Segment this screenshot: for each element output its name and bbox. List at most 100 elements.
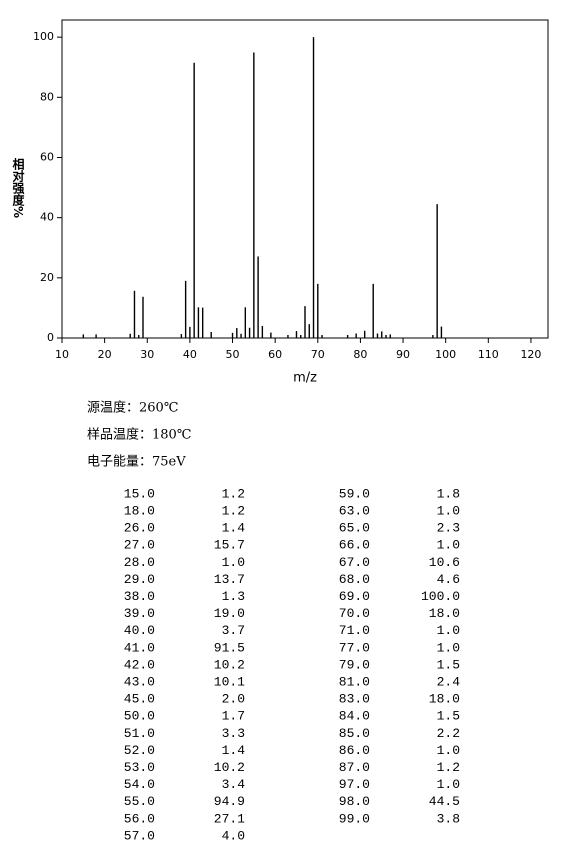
mz-cell: 29.0 bbox=[124, 572, 155, 587]
intensity-cell: 3.8 bbox=[437, 811, 460, 826]
mz-cell: 97.0 bbox=[339, 777, 370, 792]
intensity-cell: 1.0 bbox=[437, 538, 460, 553]
mz-cell: 26.0 bbox=[124, 521, 155, 536]
intensity-cell: 10.2 bbox=[214, 760, 245, 775]
mz-cell: 70.0 bbox=[339, 606, 370, 621]
mz-cell: 81.0 bbox=[339, 675, 370, 690]
mz-cell: 84.0 bbox=[339, 709, 370, 724]
intensity-cell: 4.6 bbox=[437, 572, 460, 587]
intensity-cell: 1.7 bbox=[222, 709, 245, 724]
intensity-cell: 1.0 bbox=[437, 743, 460, 758]
mz-cell: 98.0 bbox=[339, 794, 370, 809]
mz-cell: 99.0 bbox=[339, 811, 370, 826]
mz-cell: 28.0 bbox=[124, 555, 155, 570]
x-axis-label: m/z bbox=[293, 371, 317, 386]
condition: 源温度：260℃ bbox=[87, 400, 178, 416]
intensity-cell: 91.5 bbox=[214, 640, 245, 655]
mz-cell: 57.0 bbox=[124, 828, 155, 843]
x-tick-label: 20 bbox=[98, 348, 112, 361]
x-tick-label: 70 bbox=[311, 348, 325, 361]
mz-cell: 27.0 bbox=[124, 538, 155, 553]
mz-cell: 52.0 bbox=[124, 743, 155, 758]
mz-cell: 51.0 bbox=[124, 726, 155, 741]
x-tick-label: 90 bbox=[396, 348, 410, 361]
intensity-cell: 1.5 bbox=[437, 657, 460, 672]
mz-cell: 45.0 bbox=[124, 692, 155, 707]
mz-cell: 42.0 bbox=[124, 657, 155, 672]
intensity-cell: 10.2 bbox=[214, 657, 245, 672]
mz-cell: 40.0 bbox=[124, 623, 155, 638]
intensity-cell: 1.2 bbox=[222, 486, 245, 501]
x-tick-label: 80 bbox=[353, 348, 367, 361]
mz-cell: 68.0 bbox=[339, 572, 370, 587]
mz-cell: 79.0 bbox=[339, 657, 370, 672]
intensity-cell: 1.0 bbox=[437, 777, 460, 792]
intensity-cell: 1.5 bbox=[437, 709, 460, 724]
x-tick-label: 40 bbox=[183, 348, 197, 361]
intensity-cell: 4.0 bbox=[222, 828, 245, 843]
intensity-cell: 1.2 bbox=[437, 760, 460, 775]
intensity-cell: 18.0 bbox=[429, 606, 460, 621]
intensity-cell: 2.4 bbox=[437, 675, 461, 690]
intensity-cell: 27.1 bbox=[214, 811, 245, 826]
mz-cell: 67.0 bbox=[339, 555, 370, 570]
mz-cell: 18.0 bbox=[124, 504, 155, 519]
y-tick-label: 0 bbox=[47, 331, 54, 344]
intensity-cell: 1.8 bbox=[437, 486, 460, 501]
intensity-cell: 3.3 bbox=[222, 726, 245, 741]
mz-cell: 39.0 bbox=[124, 606, 155, 621]
mz-cell: 41.0 bbox=[124, 640, 155, 655]
intensity-cell: 1.3 bbox=[222, 589, 245, 604]
mz-cell: 59.0 bbox=[339, 486, 370, 501]
x-tick-label: 50 bbox=[226, 348, 240, 361]
mz-cell: 56.0 bbox=[124, 811, 155, 826]
x-tick-label: 120 bbox=[520, 348, 541, 361]
x-tick-label: 30 bbox=[140, 348, 154, 361]
mz-cell: 55.0 bbox=[124, 794, 155, 809]
mz-cell: 86.0 bbox=[339, 743, 370, 758]
y-axis-label: 相对强度% bbox=[11, 157, 25, 218]
mz-cell: 66.0 bbox=[339, 538, 370, 553]
intensity-cell: 1.0 bbox=[222, 555, 245, 570]
intensity-cell: 1.4 bbox=[222, 521, 246, 536]
intensity-cell: 1.0 bbox=[437, 504, 460, 519]
intensity-cell: 2.0 bbox=[222, 692, 245, 707]
x-tick-label: 60 bbox=[268, 348, 282, 361]
mz-cell: 85.0 bbox=[339, 726, 370, 741]
condition: 电子能量：75eV bbox=[87, 455, 186, 470]
mz-cell: 71.0 bbox=[339, 623, 370, 638]
y-tick-label: 100 bbox=[33, 30, 54, 43]
x-tick-label: 10 bbox=[55, 348, 69, 361]
x-tick-label: 100 bbox=[435, 348, 456, 361]
intensity-cell: 3.4 bbox=[222, 777, 246, 792]
y-tick-label: 40 bbox=[40, 211, 54, 224]
mz-cell: 53.0 bbox=[124, 760, 155, 775]
y-tick-label: 20 bbox=[40, 271, 54, 284]
intensity-cell: 2.2 bbox=[437, 726, 460, 741]
mz-cell: 43.0 bbox=[124, 675, 155, 690]
intensity-cell: 44.5 bbox=[429, 794, 460, 809]
mz-cell: 77.0 bbox=[339, 640, 370, 655]
intensity-cell: 2.3 bbox=[437, 521, 460, 536]
condition: 样品温度：180℃ bbox=[87, 427, 191, 443]
intensity-cell: 1.0 bbox=[437, 640, 460, 655]
mz-cell: 87.0 bbox=[339, 760, 370, 775]
mz-cell: 69.0 bbox=[339, 589, 370, 604]
intensity-cell: 1.2 bbox=[222, 504, 245, 519]
x-tick-label: 110 bbox=[478, 348, 499, 361]
y-tick-label: 80 bbox=[40, 90, 54, 103]
intensity-cell: 3.7 bbox=[222, 623, 245, 638]
intensity-cell: 18.0 bbox=[429, 692, 460, 707]
y-tick-label: 60 bbox=[40, 150, 54, 163]
plot-frame bbox=[61, 19, 549, 339]
mz-cell: 38.0 bbox=[124, 589, 155, 604]
intensity-cell: 10.6 bbox=[429, 555, 460, 570]
intensity-cell: 1.4 bbox=[222, 743, 246, 758]
intensity-cell: 19.0 bbox=[214, 606, 245, 621]
mz-cell: 54.0 bbox=[124, 777, 155, 792]
intensity-cell: 100.0 bbox=[421, 589, 460, 604]
mz-cell: 65.0 bbox=[339, 521, 370, 536]
mz-cell: 63.0 bbox=[339, 504, 370, 519]
